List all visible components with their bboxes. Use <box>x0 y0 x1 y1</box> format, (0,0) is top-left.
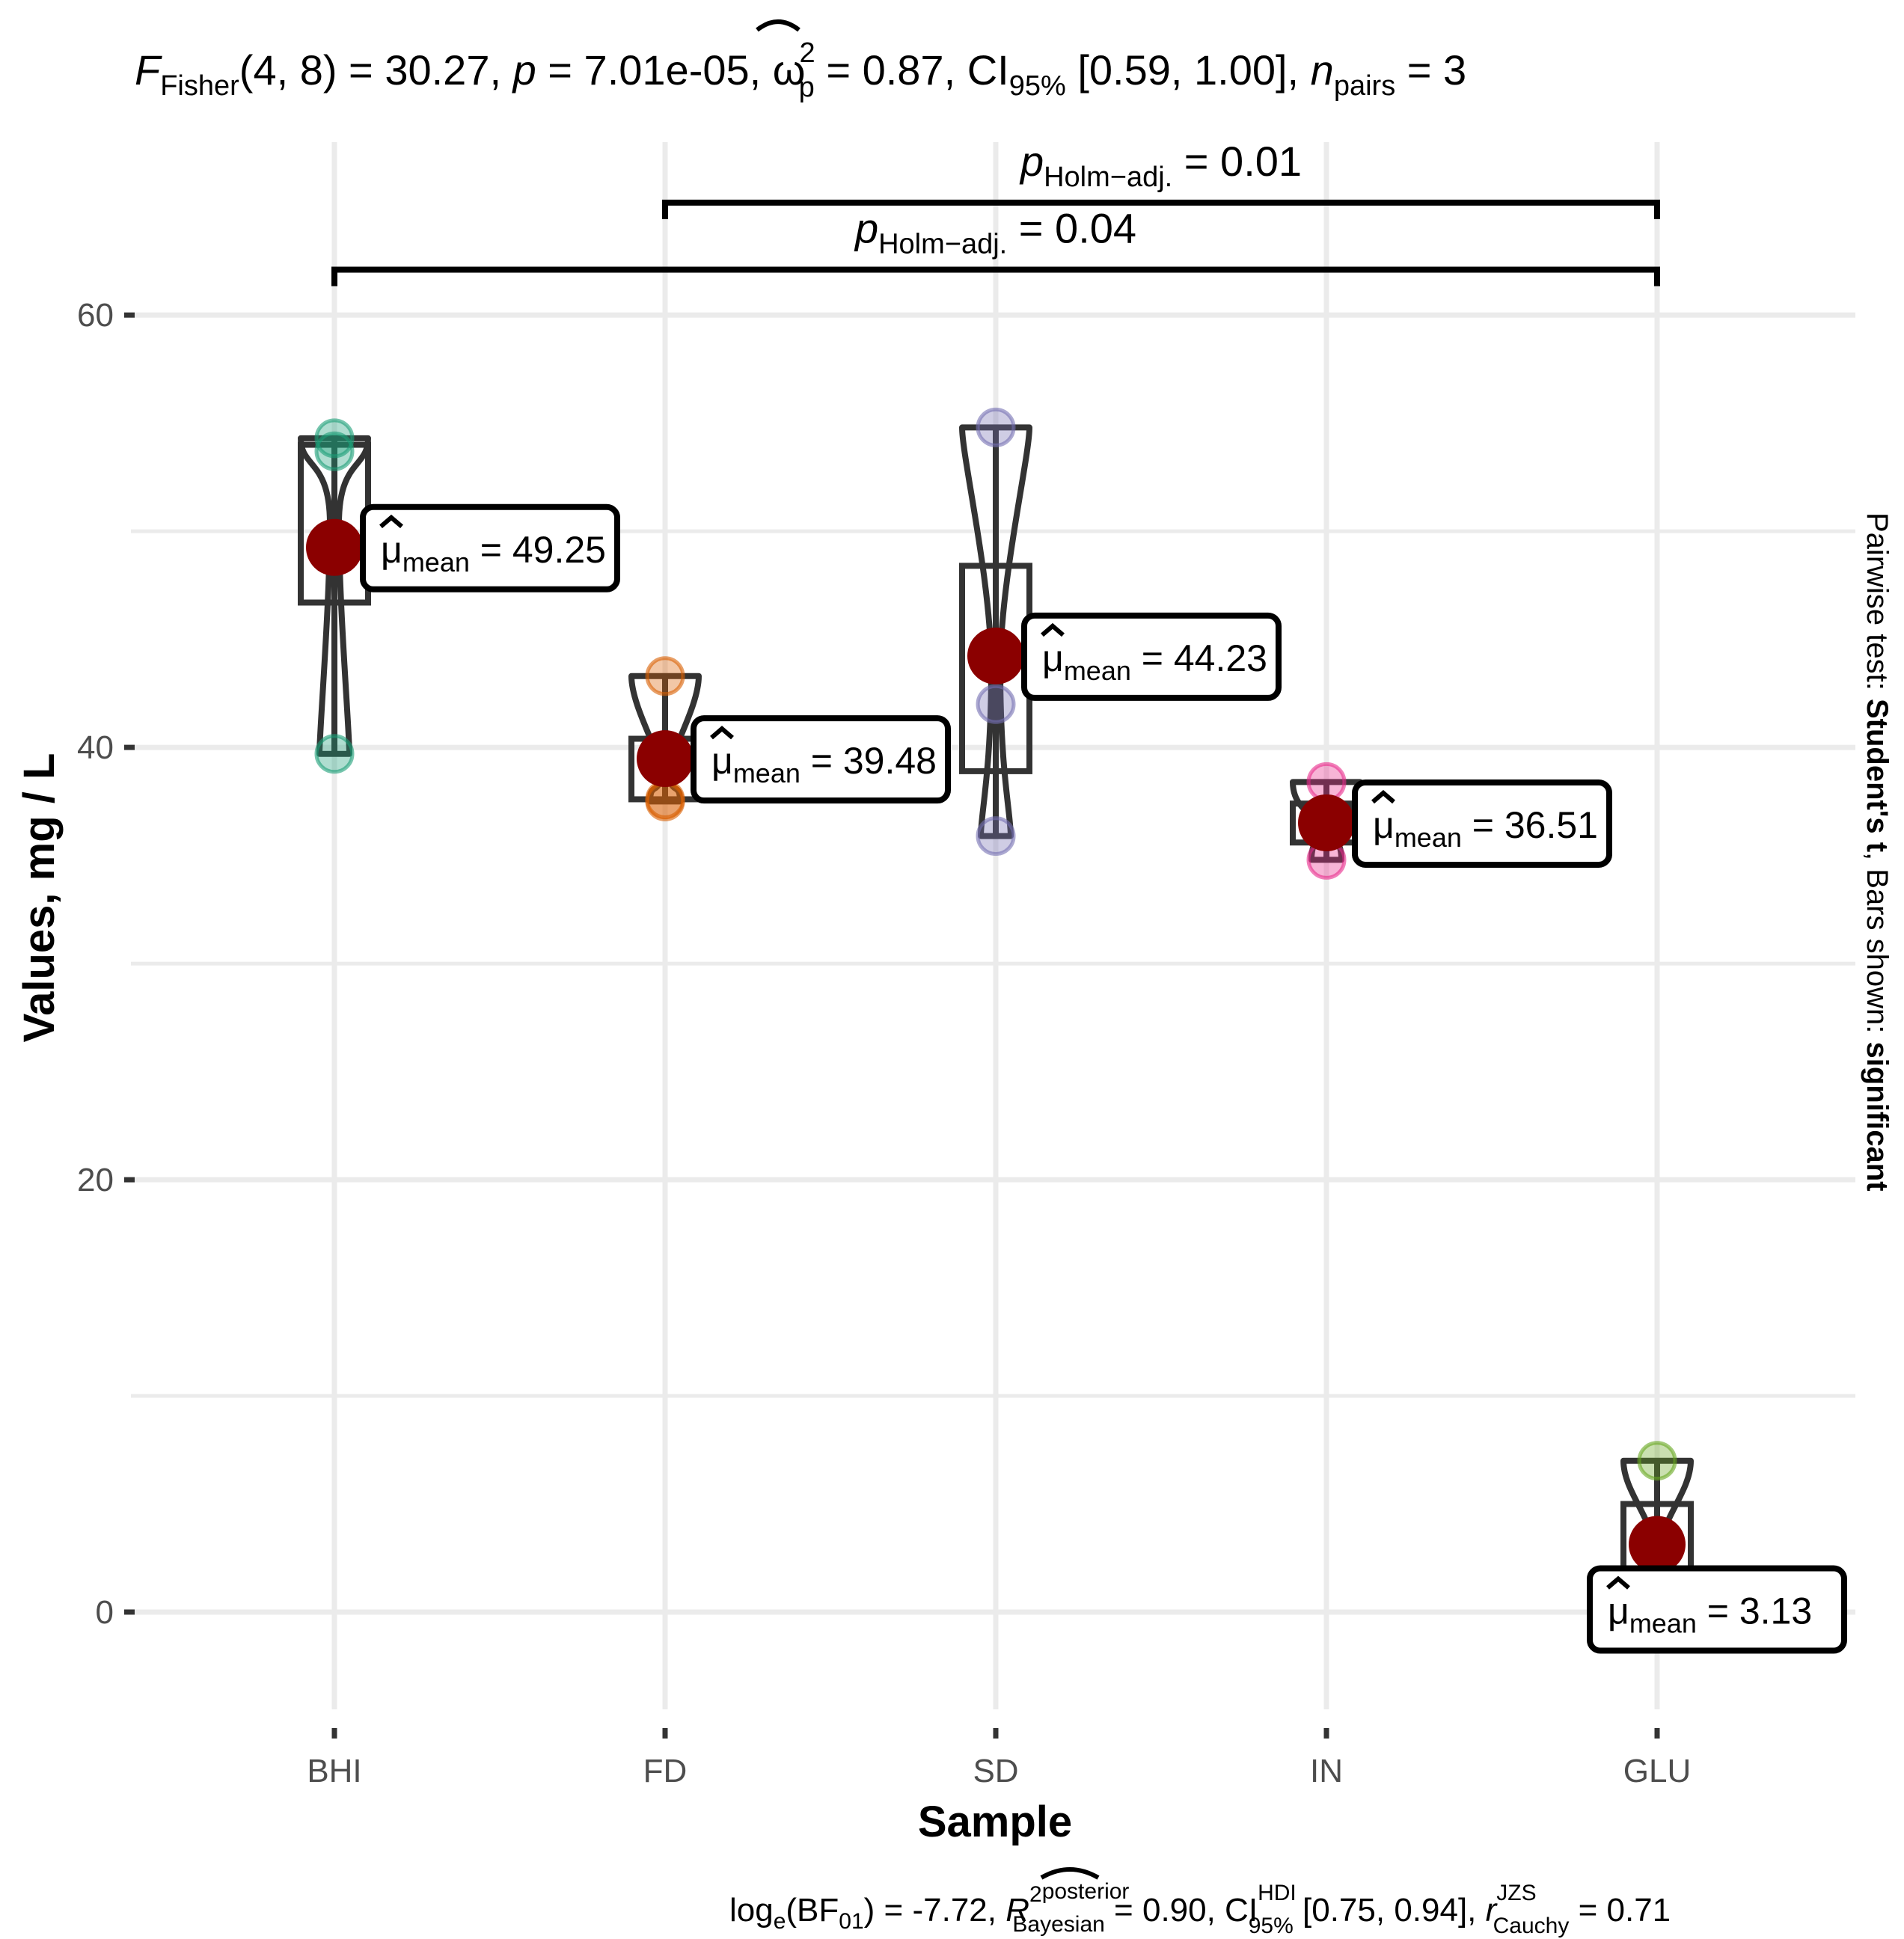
mean-label-mu: μ <box>1042 637 1064 679</box>
y-tick-label: 40 <box>77 729 114 766</box>
significance-label: pHolm−adj. = 0.01 <box>1019 138 1302 193</box>
data-point <box>314 431 355 471</box>
mean-hat-symbol <box>710 726 734 740</box>
violin-bhi <box>298 435 371 757</box>
mean-label-box <box>691 715 951 804</box>
y-axis-title: Values, mg / L <box>15 753 64 1043</box>
mean-label-mu: μ <box>381 529 402 571</box>
significance-p-value: = 0.04 <box>1007 204 1136 251</box>
bayes-caption: loge(BF01) = -7.72, R2posterior Bayesian … <box>729 1879 1671 1938</box>
mean-label-value: = 39.48 <box>801 740 937 782</box>
x-tick-label: SD <box>973 1753 1018 1789</box>
pairwise-test-label: Pairwise test: Student's t, Bars shown: … <box>1861 512 1894 1192</box>
mean-label-sub: mean <box>1629 1608 1697 1639</box>
mean-point <box>637 730 694 788</box>
significance-p-sub: Holm−adj. <box>1044 162 1172 193</box>
mean-point <box>967 627 1024 684</box>
data-point <box>976 407 1016 447</box>
mean-label-value: = 44.23 <box>1131 637 1267 679</box>
data-point <box>314 734 355 774</box>
y-tick-label: 20 <box>77 1162 114 1198</box>
x-axis-title: Sample <box>918 1798 1072 1846</box>
mean-label-sub: mean <box>1395 822 1462 853</box>
x-tick-label: FD <box>643 1753 688 1789</box>
mean-label: μmean = 36.51 <box>1373 804 1598 853</box>
mean-label-mu: μ <box>1373 804 1395 846</box>
x-tick-label: BHI <box>307 1753 361 1789</box>
mean-hat-symbol <box>1371 789 1395 804</box>
data-point <box>645 656 685 696</box>
omega-hat-symbol <box>756 19 801 32</box>
mean-label-value: = 36.51 <box>1462 804 1598 846</box>
mean-hat-symbol <box>1606 1575 1630 1590</box>
mean-label: μmean = 44.23 <box>1042 637 1267 686</box>
significance-p-symbol: p <box>854 204 878 251</box>
mean-label: μmean = 39.48 <box>711 740 937 788</box>
significance-bracket <box>662 199 1660 219</box>
mean-label-box <box>360 503 620 592</box>
data-point <box>976 816 1016 857</box>
x-tick-label: GLU <box>1623 1753 1691 1789</box>
mean-label-box <box>1021 612 1282 701</box>
mean-label: μmean = 49.25 <box>381 529 606 578</box>
data-point <box>976 684 1016 724</box>
significance-p-symbol: p <box>1019 138 1044 185</box>
mean-label-sub: mean <box>402 547 470 578</box>
mean-hat-symbol <box>1041 622 1065 637</box>
data-point <box>314 418 355 459</box>
mean-label-mu: μ <box>711 740 733 782</box>
mean-label-mu: μ <box>1608 1590 1629 1632</box>
mean-label: μmean = 3.13 <box>1608 1590 1812 1639</box>
significance-label: pHolm−adj. = 0.04 <box>854 204 1136 260</box>
data-point <box>1637 1441 1677 1481</box>
mean-label-box <box>1587 1565 1847 1654</box>
mean-hat-symbol <box>379 514 403 529</box>
mean-label-sub: mean <box>1064 655 1131 686</box>
mean-label-value: = 49.25 <box>470 529 606 571</box>
mean-label-value: = 3.13 <box>1697 1590 1812 1632</box>
y-tick-label: 60 <box>77 297 114 334</box>
mean-point <box>1298 794 1355 851</box>
axes: 0 20 40 60 BHI FD SD IN GLU <box>77 297 1691 1789</box>
significance-p-sub: Holm−adj. <box>878 228 1007 260</box>
mean-point <box>306 518 363 576</box>
y-tick-label: 0 <box>96 1594 114 1631</box>
r2-hat-symbol <box>1040 1867 1100 1880</box>
mean-label-sub: mean <box>733 758 801 788</box>
mean-label-box <box>1352 779 1612 868</box>
significance-p-value: = 0.01 <box>1172 138 1302 185</box>
x-tick-label: IN <box>1310 1753 1343 1789</box>
mean-point <box>1629 1516 1686 1573</box>
significance-bracket <box>331 266 1660 287</box>
stat-title: FFisher(4, 8) = 30.27, p = 7.01e-05, ω2 p… <box>135 37 1466 103</box>
